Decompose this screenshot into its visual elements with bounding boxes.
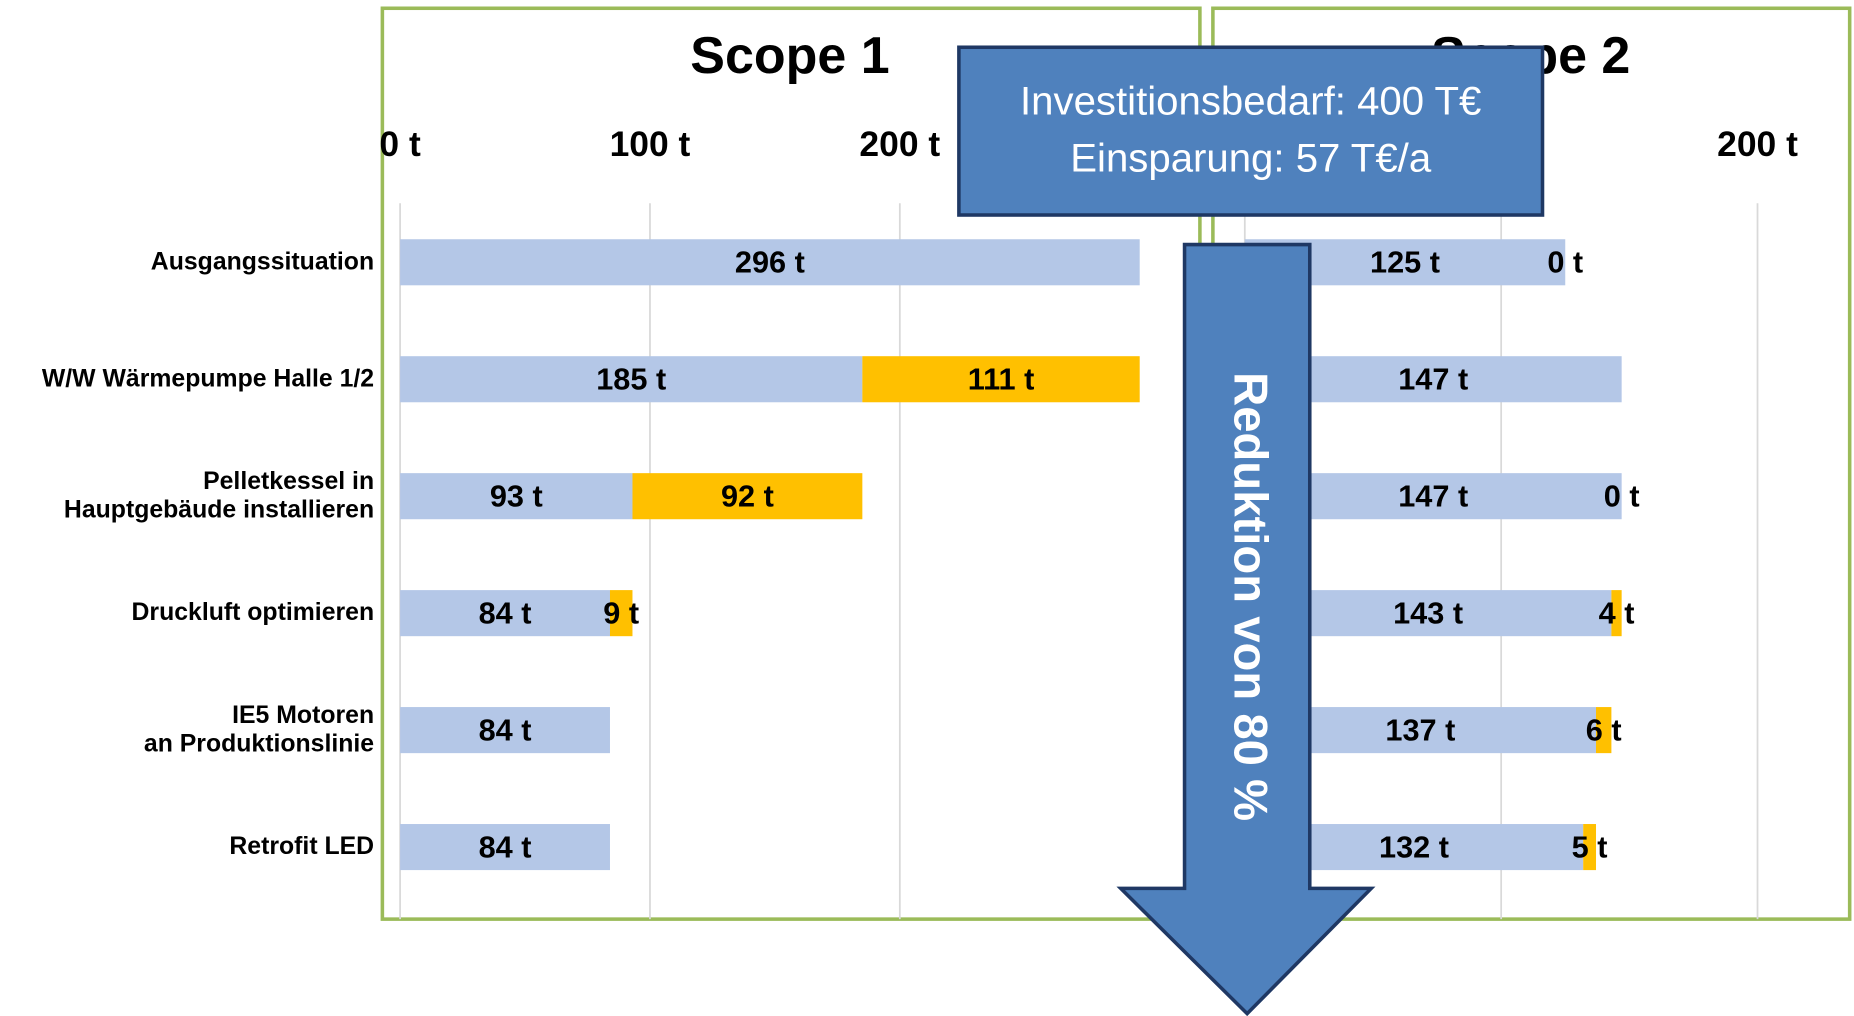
value-label: 92 t bbox=[721, 479, 774, 514]
category-label: IE5 Motoren an Produktionslinie bbox=[143, 701, 375, 758]
bar-segment bbox=[632, 473, 863, 520]
bar-segment bbox=[400, 707, 610, 754]
value-label: 132 t bbox=[1379, 830, 1449, 865]
value-label: 93 t bbox=[490, 479, 543, 514]
category-label: Ausgangssituation bbox=[150, 248, 375, 276]
value-label: 111 t bbox=[968, 362, 1035, 397]
value-label: 84 t bbox=[479, 713, 532, 748]
arrow-label: Reduktion von 80 % bbox=[1224, 372, 1277, 821]
value-label: 6 t bbox=[1586, 713, 1622, 748]
category-label: Pelletkessel in Hauptgebäude installiere… bbox=[63, 467, 375, 524]
bar-segment bbox=[1611, 590, 1622, 637]
value-label: 143 t bbox=[1393, 596, 1463, 631]
value-label: 0 t bbox=[1547, 245, 1583, 280]
overlay: Reduktion von 80 % Investitionsbedarf: 4… bbox=[957, 45, 1545, 1016]
x-tick-label: 100 t bbox=[610, 124, 691, 164]
value-label: 125 t bbox=[1370, 245, 1440, 280]
info-line: Einsparung: 57 T€/a bbox=[1070, 135, 1432, 180]
category-label: Retrofit LED bbox=[229, 832, 375, 861]
bar-segment bbox=[1596, 707, 1612, 754]
x-tick-label: 200 t bbox=[1717, 124, 1798, 164]
value-label: 84 t bbox=[479, 596, 532, 631]
value-label: 147 t bbox=[1398, 362, 1468, 397]
value-label: 296 t bbox=[735, 245, 805, 280]
x-tick-label: 0 t bbox=[379, 124, 421, 164]
category-label: Retrofit LED bbox=[229, 832, 375, 861]
category-label: Druckluft optimieren bbox=[131, 598, 375, 627]
value-label: 147 t bbox=[1398, 479, 1468, 514]
value-label: 137 t bbox=[1385, 713, 1455, 748]
value-label: 84 t bbox=[479, 830, 532, 865]
x-tick-label: 200 t bbox=[859, 124, 940, 164]
category-label: Ausgangssituation bbox=[150, 248, 375, 276]
reduction-arrow bbox=[1116, 242, 1376, 1016]
bar-segment bbox=[400, 590, 610, 637]
value-label: 5 t bbox=[1572, 830, 1608, 865]
bar-segment bbox=[400, 239, 1140, 286]
info-line: Investitionsbedarf: 400 T€ bbox=[1020, 79, 1481, 124]
value-label: 4 t bbox=[1599, 596, 1635, 631]
category-label: Druckluft optimieren bbox=[131, 598, 375, 627]
category-label: Pelletkessel in Hauptgebäude installiere… bbox=[63, 467, 375, 524]
chart-title: Scope 1 bbox=[690, 27, 889, 85]
bar-segment bbox=[1583, 824, 1597, 871]
bar-segment bbox=[862, 356, 1140, 403]
bar-segment bbox=[400, 356, 863, 403]
category-label: IE5 Motoren an Produktionslinie bbox=[143, 701, 375, 758]
bar-segment bbox=[400, 473, 633, 520]
category-label: W/W Wärmepumpe Halle 1/2 bbox=[41, 365, 375, 393]
category-label: W/W Wärmepumpe Halle 1/2 bbox=[41, 365, 375, 393]
value-label: 185 t bbox=[596, 362, 666, 397]
bar-segment bbox=[609, 590, 633, 637]
value-label: 0 t bbox=[1604, 479, 1640, 514]
bar-segment bbox=[400, 824, 610, 871]
info-box bbox=[957, 45, 1545, 217]
value-label: 9 t bbox=[603, 596, 639, 631]
